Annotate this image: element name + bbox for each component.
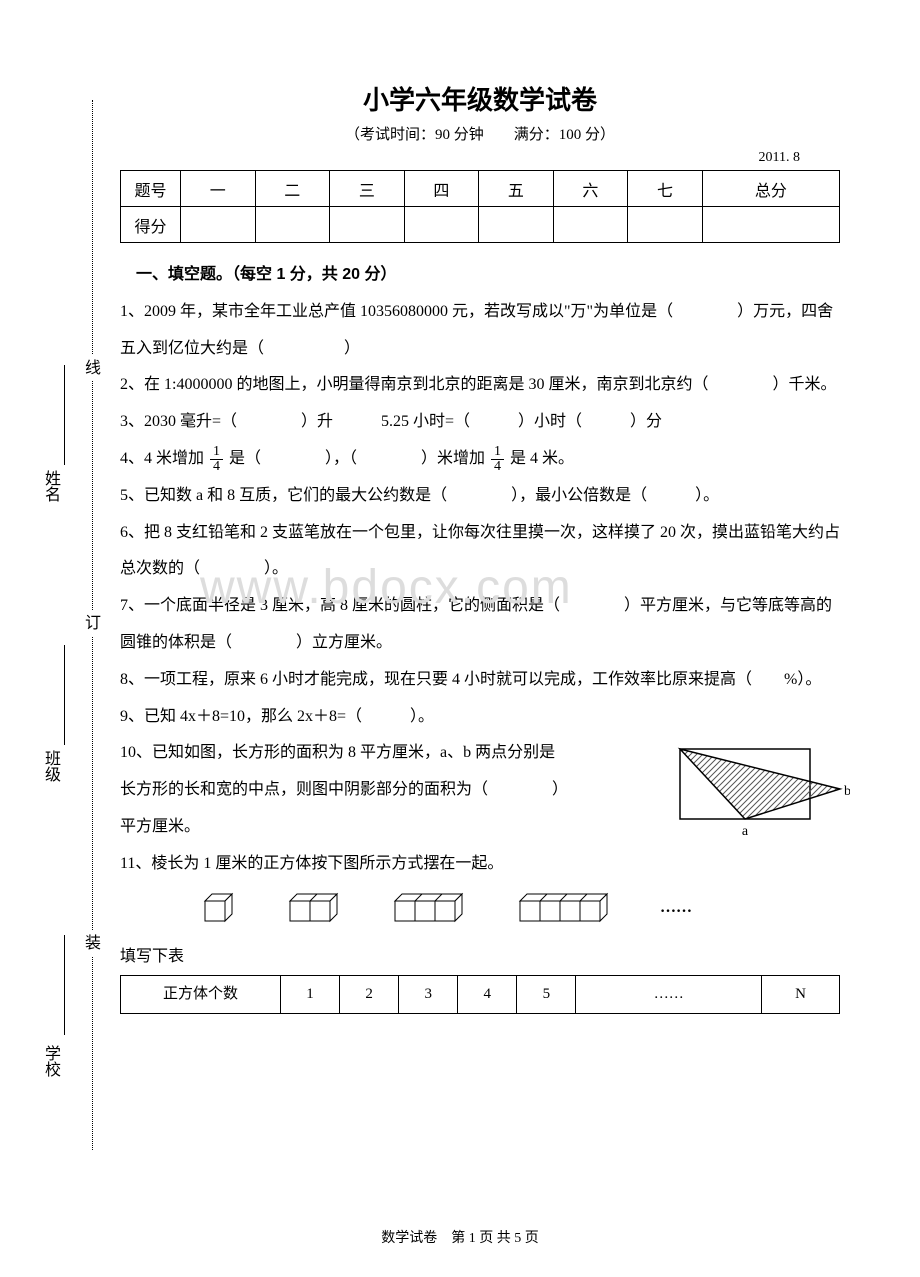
cubes-ellipsis: …… [660,890,692,927]
question-5: 5、已知数 a 和 8 互质，它们的最大公约数是（ ），最小公倍数是（ ）。 [120,478,840,515]
score-col: 六 [553,171,628,207]
question-6: 6、把 8 支红铅笔和 2 支蓝笔放在一个包里，让你每次往里摸一次，这样摸了 2… [120,515,840,589]
field-name-label: 姓名 [38,470,62,502]
cube-4-icon [515,889,615,929]
cube-1-icon [200,889,240,929]
q10-line-c: 平方厘米。 [120,809,660,846]
fraction-1-4: 14 [491,445,504,474]
score-col: 一 [181,171,256,207]
page-title: 小学六年级数学试卷 [120,80,840,117]
score-col: 七 [628,171,703,207]
fill-table: 正方体个数 1 2 3 4 5 …… N [120,975,840,1014]
score-row2-label: 得分 [121,207,181,243]
page-subtitle: （考试时间：90 分钟 满分：100 分） [120,123,840,144]
score-cell [702,207,839,243]
fill-cell: N [762,976,840,1014]
question-9: 9、已知 4x＋8=10，那么 2x＋8=（ ）。 [120,699,840,736]
binding-zhuang: 装 [78,930,102,956]
score-table: 题号 一 二 三 四 五 六 七 总分 得分 [120,170,840,243]
q10-figure: a b [670,739,850,839]
score-col: 四 [404,171,479,207]
score-cell [553,207,628,243]
section-1-head: 一、填空题。（每空 1 分，共 20 分） [120,257,840,294]
exam-page: 装 订 线 学校 班级 姓名 小学六年级数学试卷 （考试时间：90 分钟 满分：… [0,0,920,1277]
question-4: 4、4 米增加 14 是（ ），（ ）米增加 14 是 4 米。 [120,441,840,478]
fill-cell: 4 [458,976,517,1014]
field-class-label: 班级 [38,750,62,782]
cube-2-icon [285,889,345,929]
fill-row1-label: 正方体个数 [121,976,281,1014]
question-1: 1、2009 年，某市全年工业总产值 10356080000 元，若改写成以"万… [120,294,840,368]
score-cell [181,207,256,243]
question-10: 10、已知如图，长方形的面积为 8 平方厘米，a、b 两点分别是 长方形的长和宽… [120,735,840,845]
content-body: 一、填空题。（每空 1 分，共 20 分） 1、2009 年，某市全年工业总产值… [120,257,840,1014]
q10-label-a: a [742,824,749,839]
table-row: 题号 一 二 三 四 五 六 七 总分 [121,171,840,207]
binding-xian: 线 [78,355,102,381]
binding-column: 装 订 线 学校 班级 姓名 [20,100,110,1150]
score-col: 总分 [702,171,839,207]
score-header-label: 题号 [121,171,181,207]
field-class-line [64,645,65,745]
page-date: 2011. 8 [120,150,840,166]
fill-cell: 2 [340,976,399,1014]
table-row: 正方体个数 1 2 3 4 5 …… N [121,976,840,1014]
q10-label-b: b [844,784,850,799]
fraction-1-4: 14 [210,445,223,474]
fill-table-label: 填写下表 [120,939,840,976]
question-2: 2、在 1:4000000 的地图上，小明量得南京到北京的距离是 30 厘米，南… [120,367,840,404]
fill-cell: 5 [517,976,576,1014]
cube-3-icon [390,889,470,929]
score-cell [479,207,554,243]
field-name-line [64,365,65,465]
fill-cell: …… [576,976,762,1014]
field-school-label: 学校 [38,1045,62,1077]
score-cell [255,207,330,243]
table-row: 得分 [121,207,840,243]
question-11: 11、棱长为 1 厘米的正方体按下图所示方式摆在一起。 [120,846,840,883]
q4-part-c: 是 4 米。 [510,450,574,467]
question-7: 7、一个底面半径是 3 厘米，高 8 厘米的圆柱，它的侧面积是（ ）平方厘米，与… [120,588,840,662]
question-3: 3、2030 毫升=（ ）升 5.25 小时=（ ）小时（ ）分 [120,404,840,441]
score-col: 三 [330,171,405,207]
q4-part-a: 4、4 米增加 [120,450,204,467]
q10-line-b: 长方形的长和宽的中点，则图中阴影部分的面积为（ ） [120,772,660,809]
field-school-line [64,935,65,1035]
question-8: 8、一项工程，原来 6 小时才能完成，现在只要 4 小时就可以完成，工作效率比原… [120,662,840,699]
cubes-row: …… [120,889,840,929]
page-footer: 数学试卷 第 1 页 共 5 页 [0,1227,920,1247]
score-cell [330,207,405,243]
binding-ding: 订 [78,610,102,636]
q10-line-a: 10、已知如图，长方形的面积为 8 平方厘米，a、b 两点分别是 [120,735,660,772]
score-col: 五 [479,171,554,207]
score-cell [404,207,479,243]
q4-part-b: 是（ ），（ ）米增加 [229,450,485,467]
fill-cell: 3 [399,976,458,1014]
fill-cell: 1 [281,976,340,1014]
score-col: 二 [255,171,330,207]
score-cell [628,207,703,243]
